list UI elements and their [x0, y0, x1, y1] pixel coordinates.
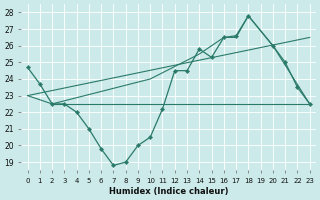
X-axis label: Humidex (Indice chaleur): Humidex (Indice chaleur) — [109, 187, 228, 196]
